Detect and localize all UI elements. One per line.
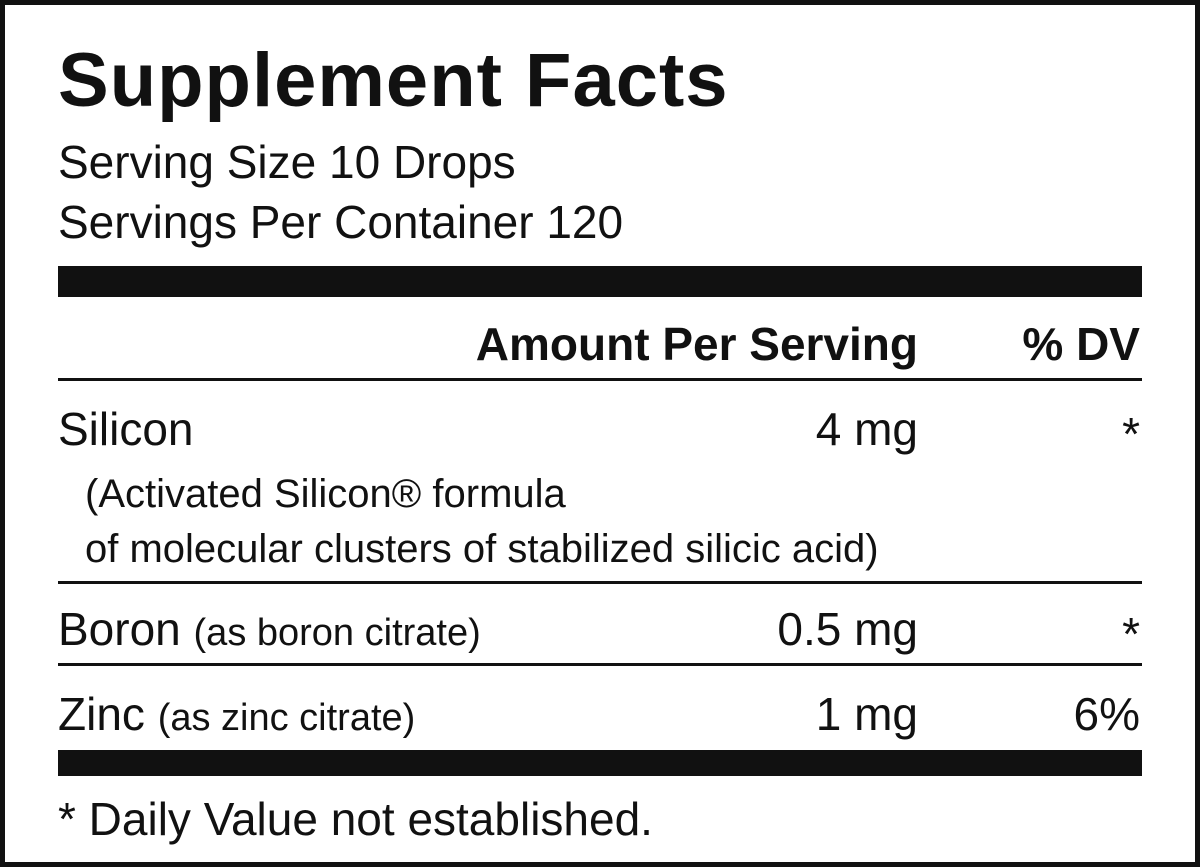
nutrient-dv: 6% <box>1073 688 1140 740</box>
nutrient-name: Silicon <box>58 403 194 455</box>
nutrient-name: Zinc <box>58 688 145 740</box>
nutrient-note: (Activated Silicon® formula <box>85 472 566 516</box>
nutrient-amount: 0.5 mg <box>777 603 918 655</box>
thin-rule <box>58 378 1142 381</box>
nutrient-row: Boron (as boron citrate) <box>58 606 481 652</box>
nutrient-row: Zinc (as zinc citrate) <box>58 691 415 737</box>
nutrient-amount: 1 mg <box>815 688 918 740</box>
nutrient-dv: * <box>1122 408 1140 460</box>
footnote: * Daily Value not established. <box>58 793 653 845</box>
thin-rule <box>58 581 1142 584</box>
nutrient-source: (as boron citrate) <box>193 612 481 654</box>
header-amount: Amount Per Serving <box>475 318 918 370</box>
nutrient-name: Boron <box>58 603 181 655</box>
nutrient-note: of molecular clusters of stabilized sili… <box>85 527 879 571</box>
thin-rule <box>58 663 1142 666</box>
serving-size: Serving Size 10 Drops <box>58 136 516 188</box>
thick-rule <box>58 266 1142 297</box>
servings-per-container: Servings Per Container 120 <box>58 196 624 248</box>
thick-rule <box>58 750 1142 776</box>
nutrient-source: (as zinc citrate) <box>157 697 416 739</box>
nutrient-amount: 4 mg <box>815 403 918 455</box>
nutrient-dv: * <box>1122 608 1140 660</box>
header-dv: % DV <box>1022 318 1140 370</box>
title: Supplement Facts <box>58 38 729 123</box>
